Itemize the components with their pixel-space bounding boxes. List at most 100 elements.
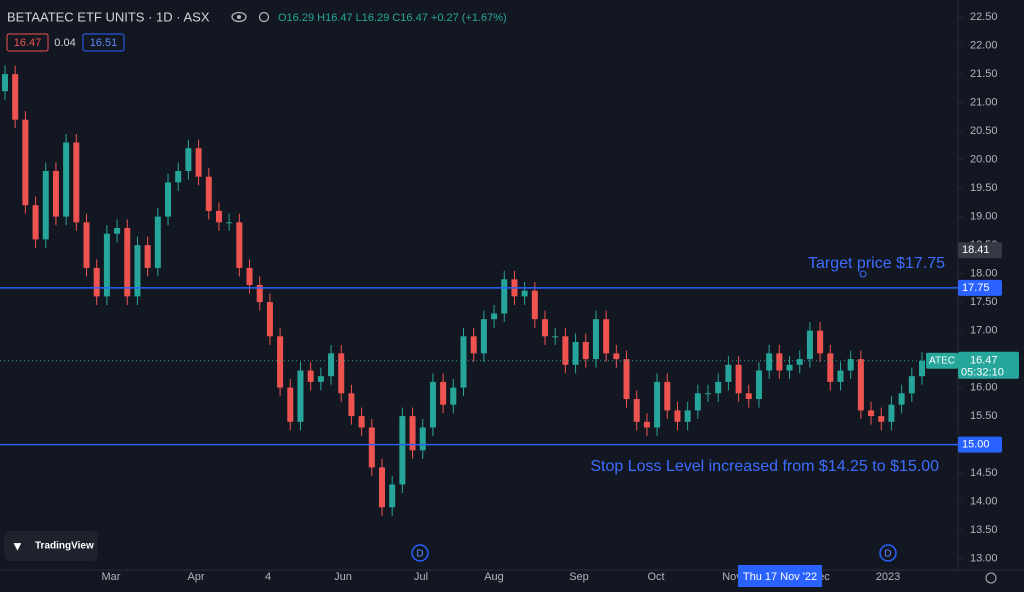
candle-body	[246, 267, 253, 285]
candle-body	[195, 148, 202, 177]
logo-box[interactable]	[4, 531, 98, 561]
candle-body	[633, 399, 640, 422]
candle-body	[878, 416, 885, 422]
symbol-tag-box	[926, 352, 958, 369]
last-price: 16.47	[970, 355, 998, 367]
candle-body	[266, 302, 273, 337]
y-tick-label: 13.00	[970, 553, 998, 565]
candle-body	[256, 285, 263, 303]
candle-body	[654, 381, 661, 428]
candle-body	[42, 171, 49, 240]
candle-body	[603, 319, 610, 354]
crosshair-date-box	[738, 565, 822, 587]
candle-body	[22, 119, 29, 206]
candle-body	[715, 381, 722, 394]
candle-body	[898, 393, 905, 405]
candle-body	[755, 370, 762, 399]
x-tick-label: Jul	[414, 571, 428, 583]
dividend-label: D	[884, 549, 891, 560]
level-box	[958, 279, 1002, 296]
candle-body	[409, 416, 416, 451]
candle-body	[491, 313, 498, 320]
candle-body	[908, 376, 915, 394]
candle-body	[562, 336, 569, 365]
candle-body	[32, 205, 39, 240]
candle-body	[582, 342, 589, 360]
candle-body	[338, 353, 345, 394]
eye-icon[interactable]	[231, 11, 247, 23]
candle-body	[419, 427, 426, 451]
candle-body	[501, 279, 508, 314]
candle-body	[185, 148, 192, 171]
candle-body	[694, 393, 701, 411]
settings-icon[interactable]	[258, 11, 270, 23]
candle-body	[93, 267, 100, 297]
bid-box[interactable]	[6, 33, 49, 52]
candle-body	[12, 74, 19, 120]
x-tick-label: Jun	[334, 571, 352, 583]
crosshair-price-box	[958, 242, 1002, 259]
header-box	[0, 6, 278, 30]
crosshair-price: 18.41	[962, 244, 990, 256]
candle-body	[63, 142, 70, 217]
candle-body	[460, 336, 467, 388]
candle-body	[277, 336, 284, 388]
candle-body	[144, 245, 151, 268]
y-tick-label: 20.00	[970, 154, 998, 166]
candle-body	[440, 381, 447, 405]
y-tick-label: 15.50	[970, 410, 998, 422]
x-tick-label: Mar	[102, 571, 121, 583]
candle-body	[745, 393, 752, 399]
logo-text: TradingView	[35, 541, 94, 552]
candle-body	[684, 410, 691, 422]
candle-body	[297, 370, 304, 422]
candle-body	[786, 364, 793, 371]
candle-body	[725, 364, 732, 382]
candle-body	[317, 376, 324, 382]
candle-body	[868, 410, 875, 417]
candle-body	[827, 353, 834, 382]
candle-body	[470, 336, 477, 354]
level-label: 15.00	[962, 439, 990, 451]
stop-annotation: Stop Loss Level increased from $14.25 to…	[590, 458, 939, 475]
candle-body	[348, 393, 355, 417]
candle-body	[542, 319, 549, 337]
candle-body	[368, 427, 375, 468]
y-tick-label: 14.50	[970, 467, 998, 479]
ohlc: O16.29 H16.47 L16.29 C16.47 +0.27 (+1.67…	[278, 12, 507, 24]
ask-box[interactable]	[82, 33, 125, 52]
candle-body	[236, 222, 243, 268]
candle-body	[52, 171, 59, 217]
dividend-marker	[411, 544, 429, 562]
candle-body	[73, 142, 80, 223]
y-tick-label: 19.00	[970, 211, 998, 223]
spread: 0.04	[54, 37, 75, 49]
annotation-handle	[859, 270, 867, 278]
axis-settings-icon[interactable]	[985, 572, 997, 584]
y-tick-label: 16.00	[970, 382, 998, 394]
y-tick-label: 21.00	[970, 97, 998, 109]
candle-body	[399, 416, 406, 485]
x-tick-label: 2023	[876, 571, 900, 583]
level-label: 17.75	[962, 282, 990, 294]
candle-body	[531, 290, 538, 320]
candle-body	[226, 222, 233, 224]
candle-body	[643, 421, 650, 428]
candle-body	[552, 336, 559, 338]
logo-mark: ▼	[11, 538, 24, 553]
candle-body	[857, 359, 864, 411]
y-tick-label: 17.00	[970, 325, 998, 337]
candle-body	[215, 210, 222, 223]
candle-body	[358, 416, 365, 428]
x-tick-label: Apr	[187, 571, 204, 583]
target-annotation: Target price $17.75	[808, 255, 945, 272]
plot: 13.0013.5014.0014.5015.0015.5016.0016.50…	[0, 11, 1019, 587]
candle-body	[837, 370, 844, 382]
candle-body	[776, 353, 783, 371]
y-tick-label: 21.50	[970, 68, 998, 80]
crosshair-date: Thu 17 Nov '22	[743, 571, 817, 583]
candle-body	[592, 319, 599, 360]
bid: 16.47	[14, 37, 42, 49]
